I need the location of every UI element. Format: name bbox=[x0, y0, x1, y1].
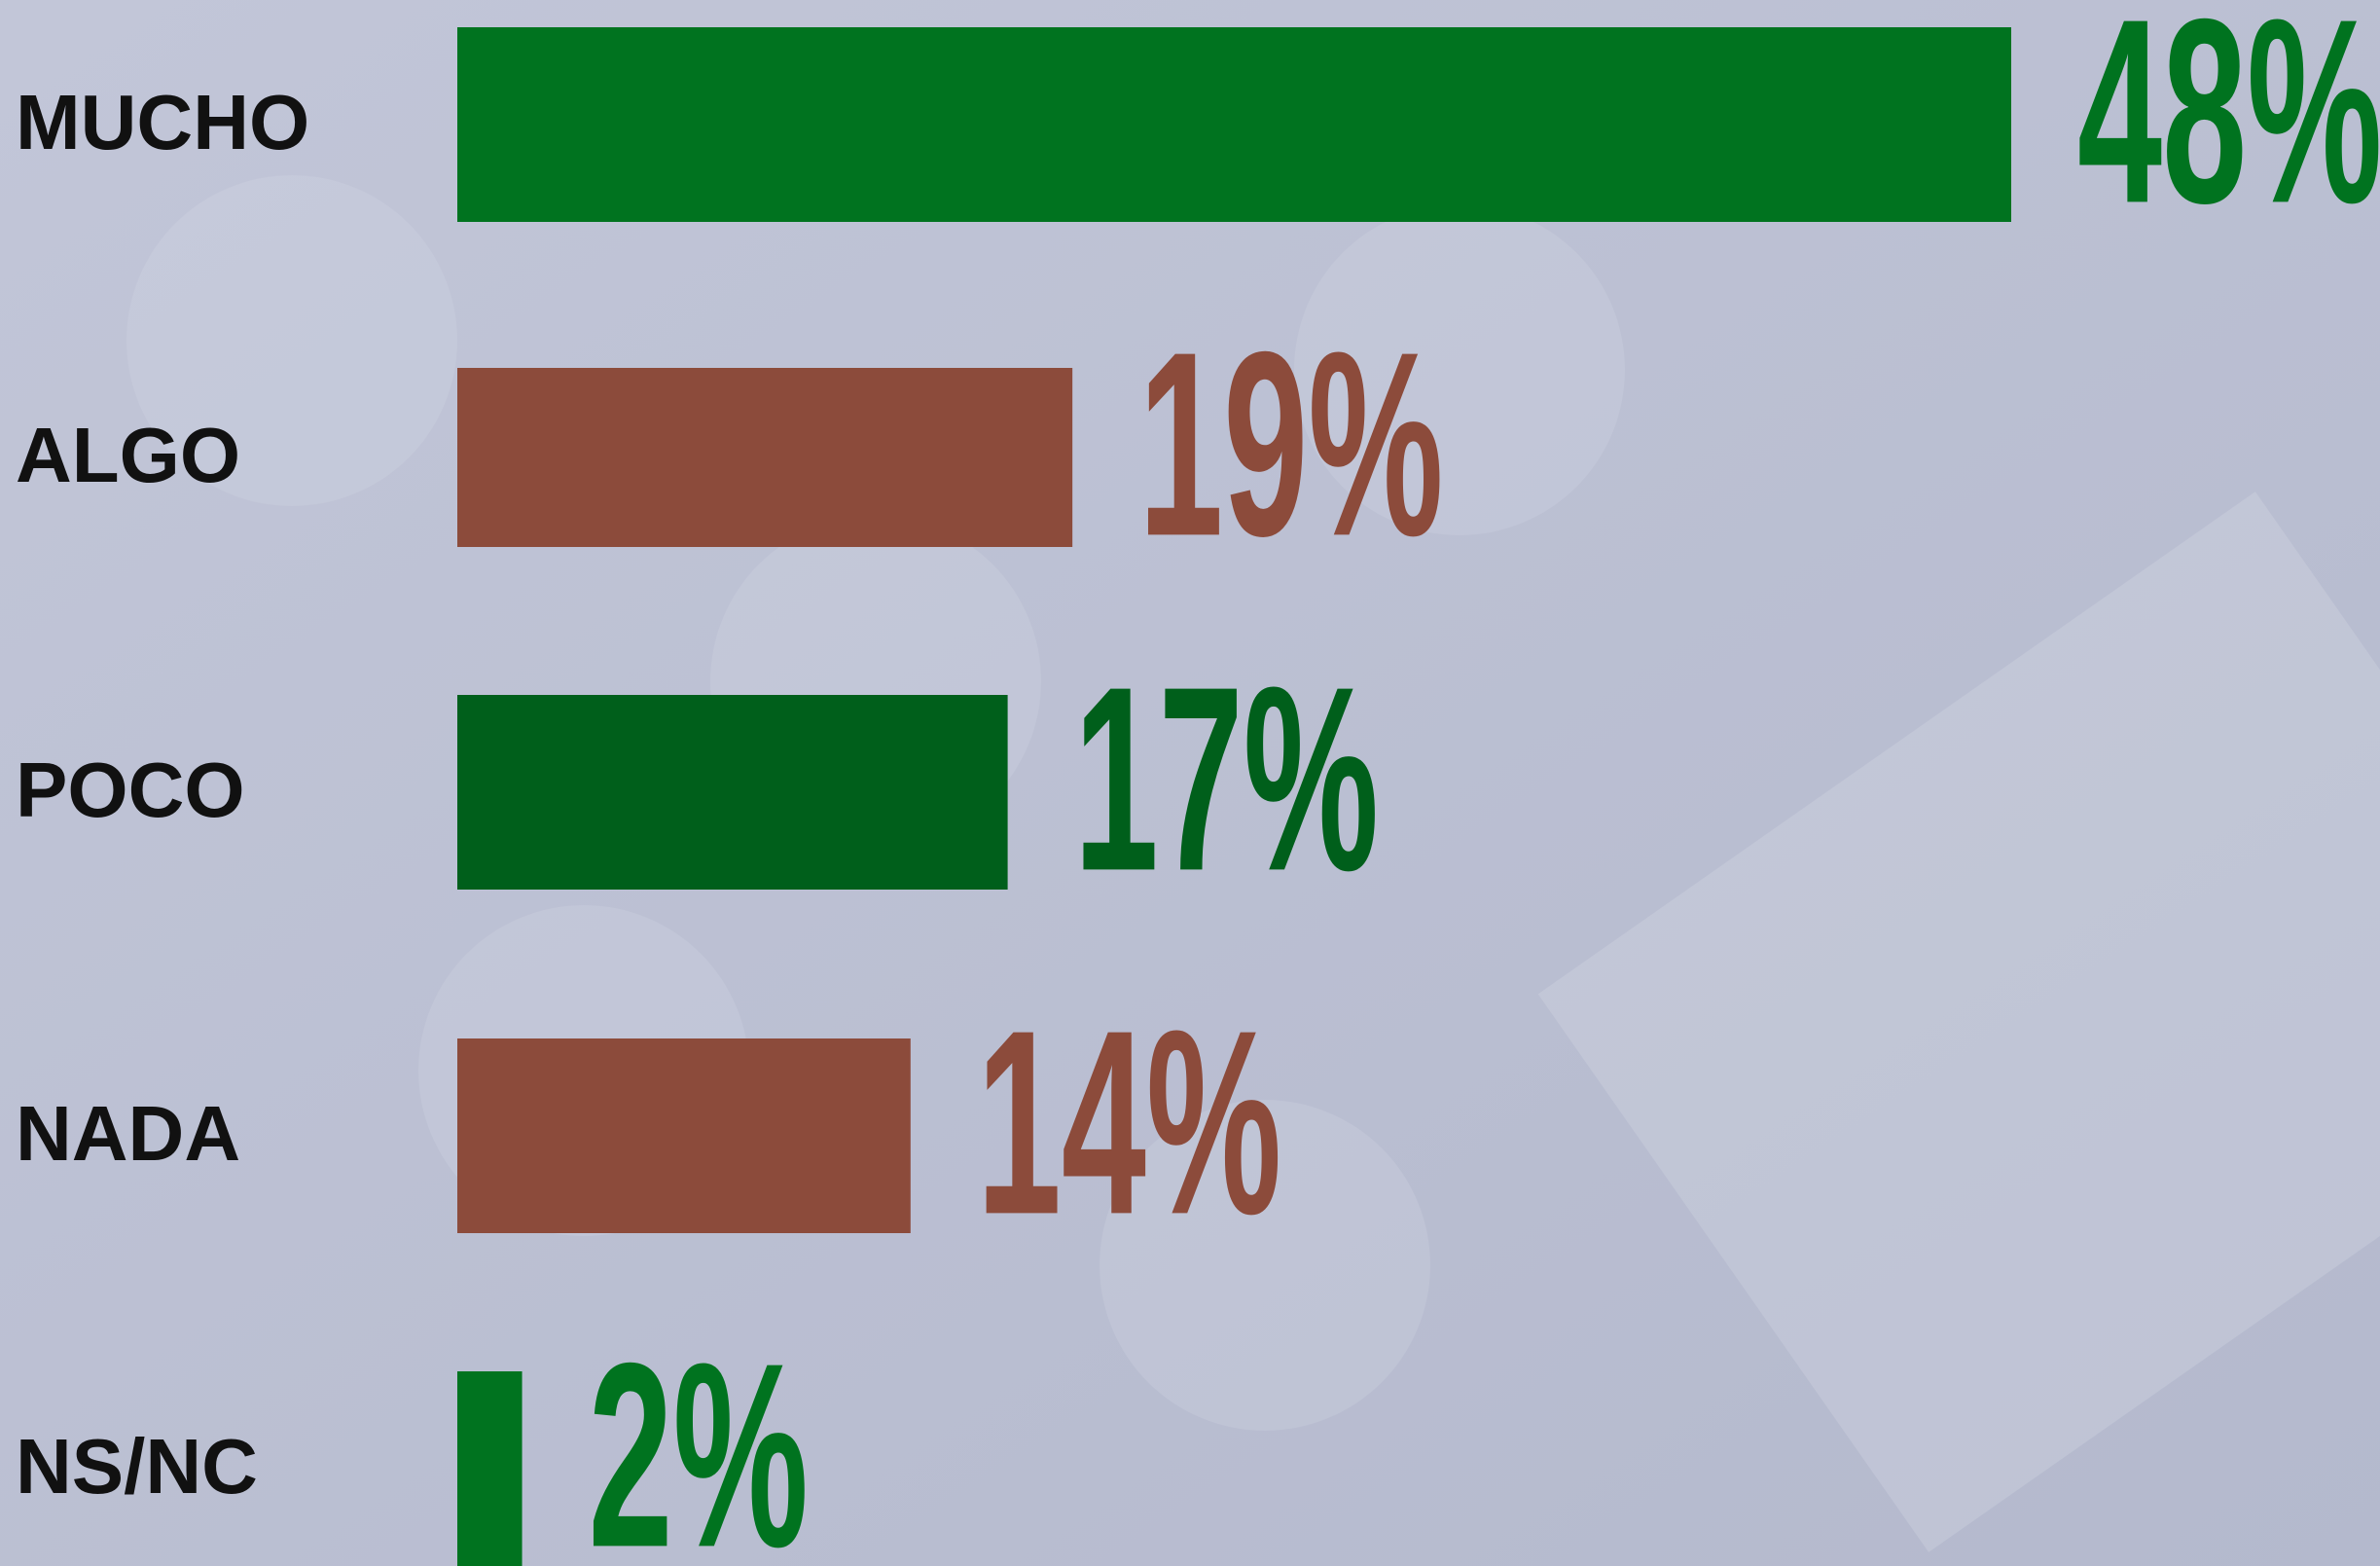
value-label: 48% bbox=[2077, 0, 2380, 258]
bar bbox=[457, 1371, 523, 1566]
chart: MUCHO 48% ALGO 19% POCO 17% NADA 14% NS/NC 2% bbox=[0, 0, 2380, 1566]
category-label: MUCHO bbox=[16, 79, 309, 165]
category-label: POCO bbox=[16, 747, 245, 833]
value-label: 19% bbox=[1138, 297, 1443, 591]
value-label-group: 19% bbox=[1138, 297, 1443, 591]
bar bbox=[457, 695, 1008, 890]
category-label: NADA bbox=[16, 1090, 240, 1177]
value-label-group: 48% bbox=[2077, 0, 2380, 258]
page: MUCHO48%ALGO19%POCO17%NADA14%NS/NC2% (()… bbox=[0, 0, 2380, 1566]
value-label-group: 14% bbox=[977, 975, 1281, 1269]
value-label-group: 2% bbox=[589, 1308, 809, 1566]
value-label-group: 17% bbox=[1074, 632, 1379, 926]
bar bbox=[457, 368, 1072, 547]
value-label: 2% bbox=[589, 1308, 809, 1566]
value-label: 14% bbox=[977, 975, 1281, 1269]
bar bbox=[457, 27, 2011, 222]
value-label: 17% bbox=[1074, 632, 1379, 926]
category-label: ALGO bbox=[16, 412, 240, 498]
bar bbox=[457, 1038, 911, 1233]
category-label: NS/NC bbox=[16, 1423, 258, 1510]
